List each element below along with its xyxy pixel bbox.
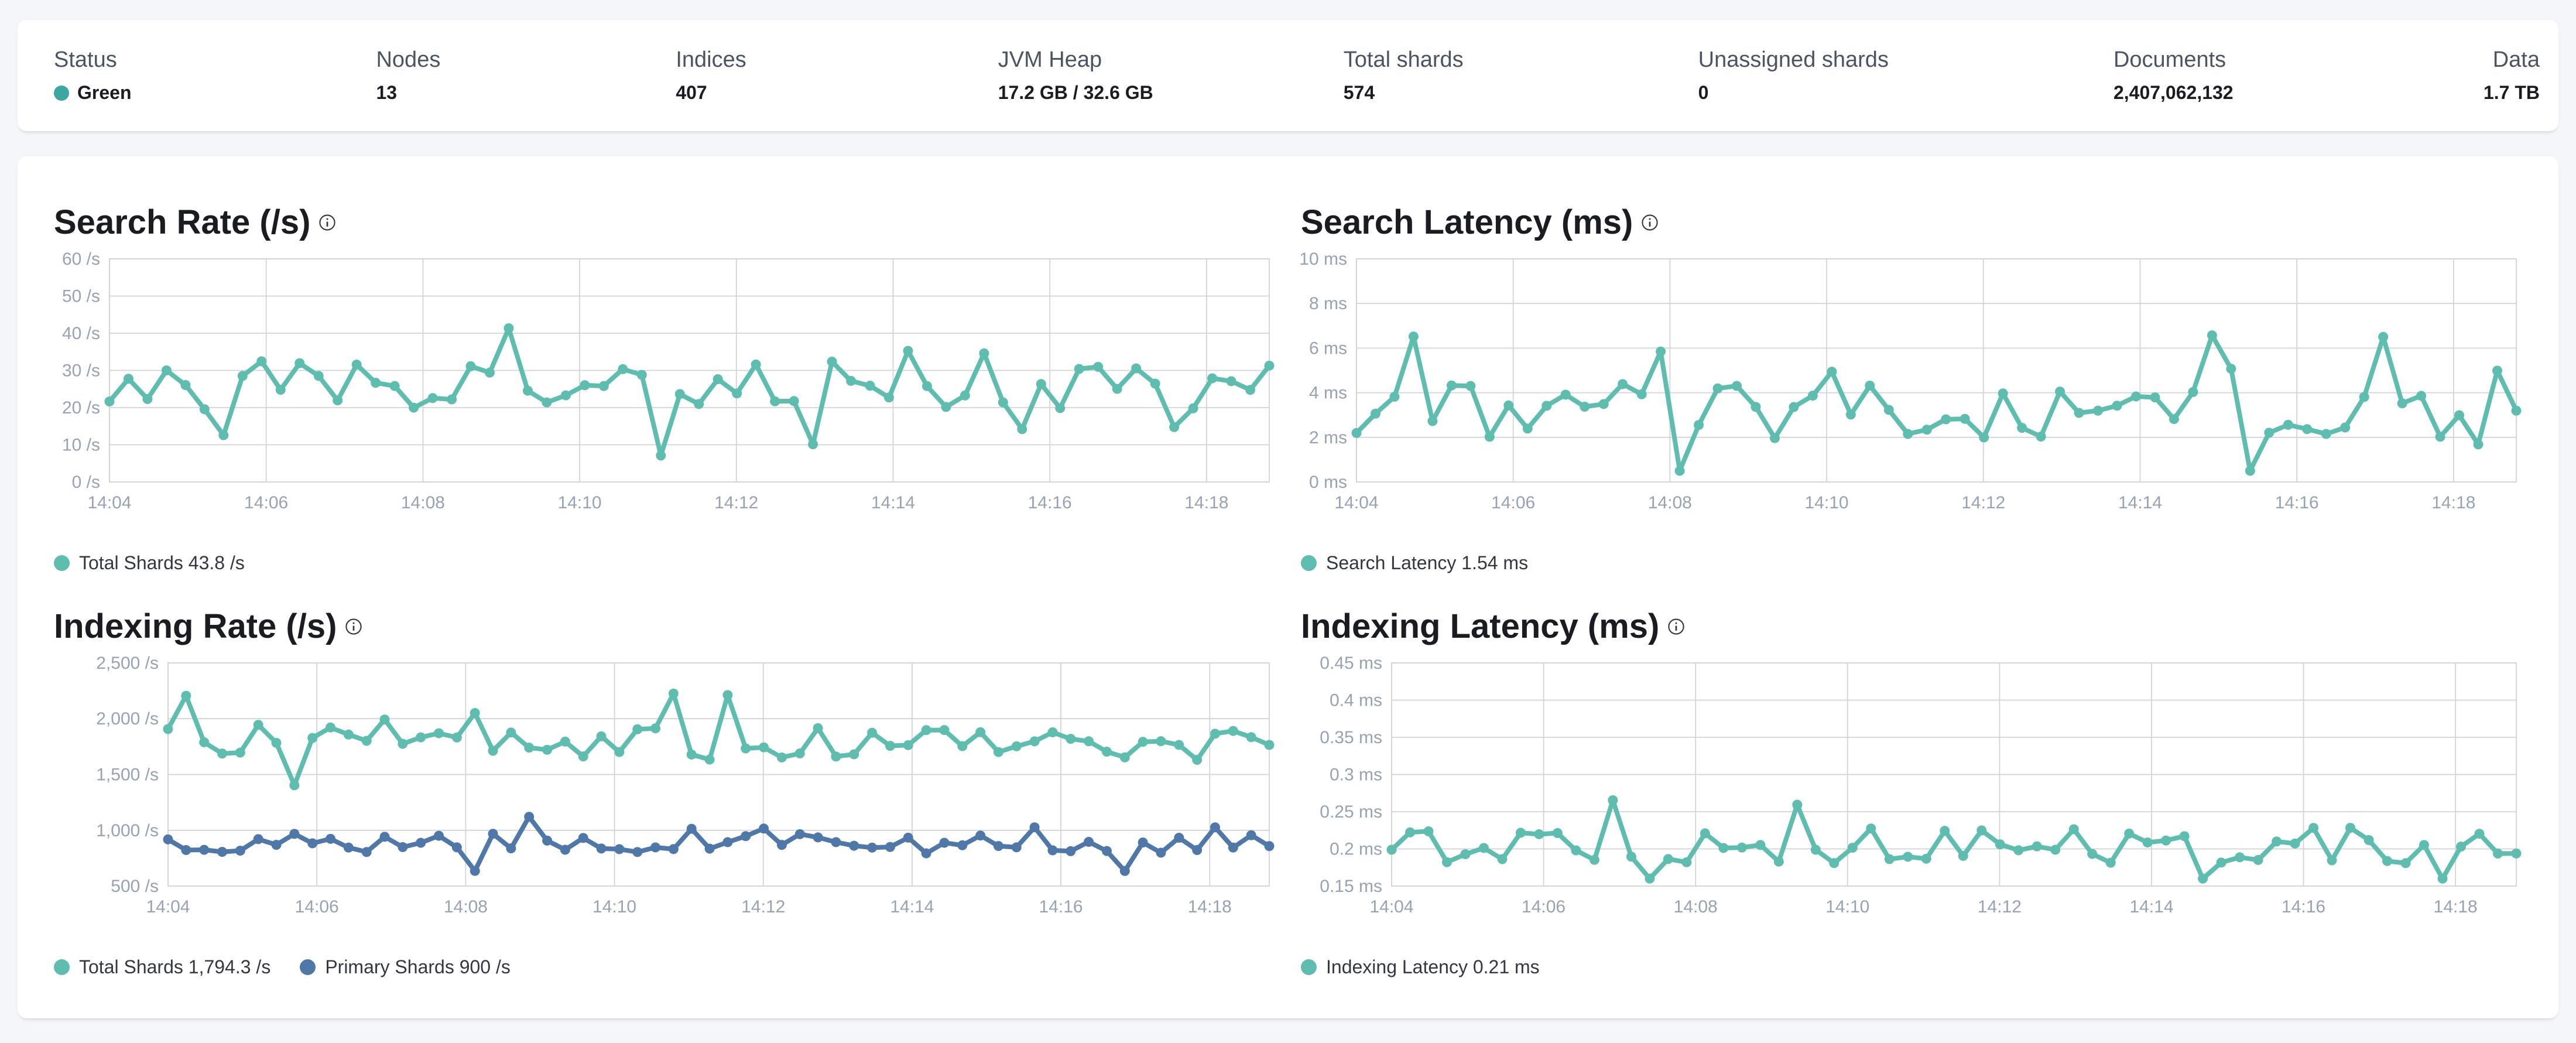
svg-text:14:16: 14:16 — [1039, 897, 1083, 917]
svg-text:50 /s: 50 /s — [62, 287, 100, 306]
svg-text:0.2 ms: 0.2 ms — [1330, 840, 1382, 859]
svg-text:14:10: 14:10 — [592, 897, 636, 917]
svg-text:14:18: 14:18 — [1184, 493, 1228, 512]
svg-text:14:12: 14:12 — [1978, 897, 2022, 917]
svg-text:14:12: 14:12 — [741, 897, 785, 917]
svg-text:1,000 /s: 1,000 /s — [96, 821, 159, 840]
svg-text:14:12: 14:12 — [714, 493, 758, 512]
svg-text:0.4 ms: 0.4 ms — [1330, 691, 1382, 710]
svg-text:14:06: 14:06 — [1491, 493, 1535, 512]
svg-text:14:18: 14:18 — [2431, 493, 2475, 512]
svg-text:0.35 ms: 0.35 ms — [1320, 728, 1382, 747]
svg-text:14:10: 14:10 — [1825, 897, 1869, 917]
svg-text:14:12: 14:12 — [1961, 493, 2005, 512]
svg-text:60 /s: 60 /s — [62, 249, 100, 269]
svg-text:14:08: 14:08 — [444, 897, 488, 917]
svg-text:0.3 ms: 0.3 ms — [1330, 765, 1382, 785]
svg-text:14:16: 14:16 — [2282, 897, 2325, 917]
svg-text:14:08: 14:08 — [1648, 493, 1692, 512]
svg-text:14:04: 14:04 — [1369, 897, 1413, 917]
svg-text:14:06: 14:06 — [1522, 897, 1566, 917]
svg-text:0.15 ms: 0.15 ms — [1320, 877, 1382, 896]
svg-text:500 /s: 500 /s — [111, 877, 159, 896]
svg-text:2 ms: 2 ms — [1309, 428, 1347, 447]
svg-text:0 ms: 0 ms — [1309, 473, 1347, 492]
svg-text:1,500 /s: 1,500 /s — [96, 765, 159, 785]
svg-text:8 ms: 8 ms — [1309, 294, 1347, 313]
svg-text:0.45 ms: 0.45 ms — [1320, 654, 1382, 673]
svg-text:4 ms: 4 ms — [1309, 384, 1347, 403]
svg-text:20 /s: 20 /s — [62, 398, 100, 418]
svg-text:0.25 ms: 0.25 ms — [1320, 802, 1382, 822]
svg-text:14:14: 14:14 — [2118, 493, 2162, 512]
svg-text:14:08: 14:08 — [401, 493, 445, 512]
svg-text:14:14: 14:14 — [871, 493, 915, 512]
svg-text:14:06: 14:06 — [295, 897, 339, 917]
svg-text:2,500 /s: 2,500 /s — [96, 654, 159, 673]
svg-text:14:04: 14:04 — [146, 897, 190, 917]
svg-text:14:04: 14:04 — [1334, 493, 1378, 512]
svg-text:30 /s: 30 /s — [62, 361, 100, 381]
svg-text:2,000 /s: 2,000 /s — [96, 709, 159, 729]
svg-text:14:16: 14:16 — [2275, 493, 2319, 512]
svg-text:10 /s: 10 /s — [62, 436, 100, 455]
svg-text:14:10: 14:10 — [558, 493, 602, 512]
svg-text:14:16: 14:16 — [1028, 493, 1072, 512]
svg-text:14:04: 14:04 — [87, 493, 131, 512]
svg-text:14:06: 14:06 — [244, 493, 288, 512]
svg-text:14:14: 14:14 — [2129, 897, 2173, 917]
svg-text:14:14: 14:14 — [890, 897, 934, 917]
svg-text:0 /s: 0 /s — [72, 473, 100, 492]
svg-text:6 ms: 6 ms — [1309, 338, 1347, 358]
svg-text:14:18: 14:18 — [2434, 897, 2478, 917]
svg-text:10 ms: 10 ms — [1299, 249, 1347, 269]
svg-text:14:10: 14:10 — [1805, 493, 1849, 512]
svg-text:14:08: 14:08 — [1674, 897, 1718, 917]
svg-text:14:18: 14:18 — [1188, 897, 1232, 917]
svg-text:40 /s: 40 /s — [62, 324, 100, 343]
